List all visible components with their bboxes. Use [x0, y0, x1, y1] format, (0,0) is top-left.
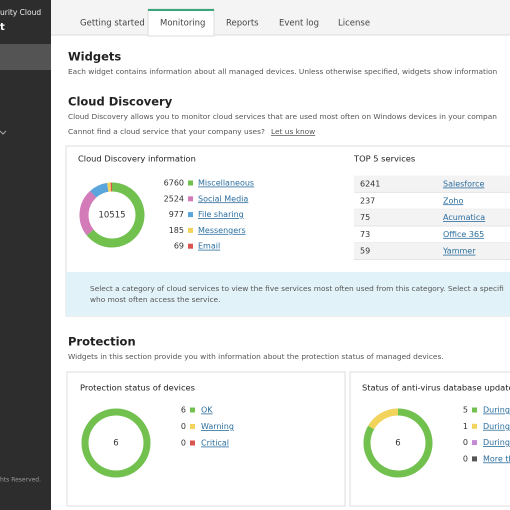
- legend-link[interactable]: During: [483, 438, 510, 447]
- legend-link[interactable]: OK: [201, 406, 213, 415]
- legend-swatch: [188, 196, 193, 202]
- brand: urity Cloud: [0, 8, 41, 17]
- legend-swatch: [472, 440, 477, 446]
- legend-value: 185: [169, 226, 184, 235]
- product: t: [0, 22, 5, 33]
- service-count: 6241: [360, 180, 380, 189]
- sidebar: [0, 0, 51, 510]
- donut-segment: [363, 408, 433, 478]
- card: [66, 371, 346, 507]
- legend-link[interactable]: More th: [483, 454, 510, 463]
- legend-swatch: [472, 407, 477, 413]
- service-count: 73: [360, 230, 370, 239]
- legend-link[interactable]: During: [483, 406, 510, 415]
- legend-link[interactable]: During: [483, 422, 510, 431]
- legend-swatch: [188, 212, 193, 218]
- legend-link[interactable]: Miscellaneous: [198, 179, 254, 188]
- card-title: Cloud Discovery information: [78, 154, 196, 164]
- donut-total: 6: [395, 439, 400, 449]
- legend-link[interactable]: Warning: [201, 422, 234, 431]
- legend-value: 0: [181, 439, 186, 448]
- prompt: Cannot find a cloud service that your co…: [68, 127, 265, 136]
- service-count: 237: [360, 196, 375, 205]
- legend-value: 977: [169, 210, 184, 219]
- legend-value: 0: [463, 438, 468, 447]
- legend-link[interactable]: Messengers: [198, 226, 246, 235]
- service-count: 75: [360, 213, 370, 222]
- service-count: 59: [360, 247, 370, 256]
- legend-value: 2524: [164, 194, 184, 203]
- donut-total: 10515: [98, 211, 125, 221]
- legend-swatch: [188, 227, 193, 233]
- tab[interactable]: Monitoring: [160, 19, 205, 29]
- legend-value: 5: [463, 406, 468, 415]
- legend-value: 69: [174, 242, 184, 251]
- legend-value: 0: [463, 454, 468, 463]
- legend-swatch: [190, 440, 195, 446]
- tab[interactable]: License: [338, 19, 370, 29]
- legend-swatch: [190, 424, 195, 429]
- donut-segment: [90, 182, 109, 198]
- description: Cloud Discovery allows you to monitor cl…: [68, 112, 497, 121]
- legend-swatch: [472, 423, 477, 429]
- heading: Protection: [68, 335, 136, 349]
- donut-total: 6: [113, 439, 118, 449]
- heading: Cloud Discovery: [68, 95, 173, 109]
- table-row: [354, 175, 510, 193]
- hint: Select a category of cloud services to v…: [90, 284, 504, 293]
- card-title: TOP 5 services: [353, 154, 415, 164]
- hint: who most often access the service.: [90, 295, 220, 304]
- legend-swatch: [472, 456, 477, 462]
- donut-segment: [79, 190, 97, 236]
- service-name[interactable]: Acumatica: [443, 213, 485, 222]
- table-row: [354, 242, 510, 260]
- link[interactable]: Let us know: [271, 127, 315, 136]
- legend-link[interactable]: Email: [198, 242, 220, 251]
- donut-segment: [81, 408, 151, 478]
- legend-link[interactable]: Social Media: [198, 194, 248, 203]
- description: Each widget contains information about a…: [68, 67, 498, 76]
- sidebar-selected[interactable]: [0, 44, 51, 70]
- description: Widgets in this section provide you with…: [68, 352, 444, 361]
- legend-value: 0: [181, 422, 186, 431]
- legend-swatch: [188, 243, 193, 249]
- legend-value: 1: [463, 422, 468, 431]
- tab-bar: [51, 0, 510, 35]
- service-name[interactable]: Yammer: [442, 247, 476, 256]
- tab[interactable]: Getting started: [80, 19, 145, 29]
- legend-value: 6: [181, 406, 186, 415]
- legend-value: 6760: [164, 179, 184, 188]
- chevron[interactable]: [0, 130, 7, 135]
- service-name[interactable]: Office 365: [443, 230, 484, 239]
- donut-segment: [86, 182, 145, 248]
- tab[interactable]: Event log: [279, 19, 319, 29]
- tab[interactable]: Reports: [226, 19, 259, 29]
- donut-segment: [368, 408, 399, 430]
- legend-link[interactable]: File sharing: [198, 210, 244, 219]
- legend-link[interactable]: Critical: [201, 439, 229, 448]
- service-name[interactable]: Zoho: [443, 196, 463, 205]
- service-name[interactable]: Salesforce: [443, 180, 485, 189]
- legend-swatch: [190, 407, 195, 413]
- card-title: Protection status of devices: [80, 383, 195, 393]
- hint-box: [66, 272, 510, 316]
- card-title: Status of anti-virus database updates: [362, 383, 510, 393]
- legend-swatch: [188, 180, 193, 186]
- tab-indicator: [148, 9, 214, 11]
- heading: Widgets: [68, 50, 121, 64]
- table-row: [354, 209, 510, 226]
- copyright: hts Reserved.: [0, 477, 41, 484]
